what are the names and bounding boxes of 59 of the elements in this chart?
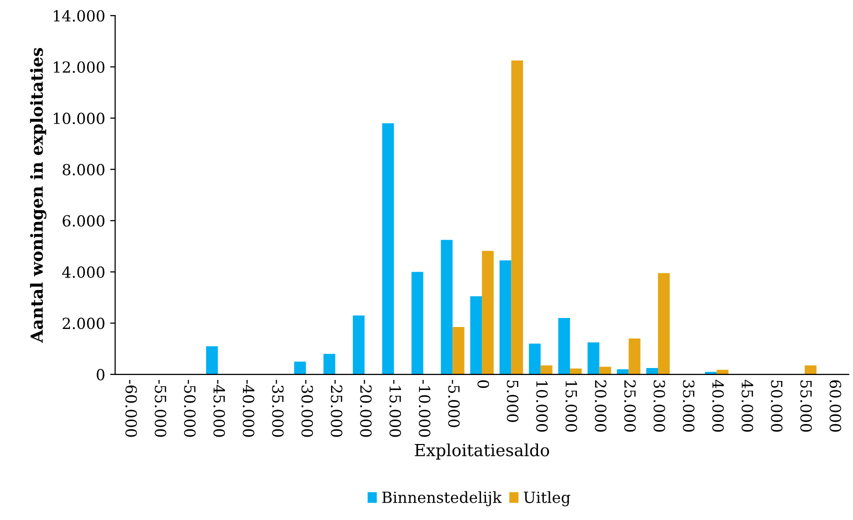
x-axis-title: Exploitatiesaldo <box>414 443 550 460</box>
bar <box>500 260 512 374</box>
x-tick-label: -40.000 <box>242 380 254 437</box>
x-tick-label: -30.000 <box>301 380 314 437</box>
bar <box>528 344 541 374</box>
x-tick-label: -45.000 <box>213 380 225 437</box>
y-tick-label: 2.000 <box>62 318 104 330</box>
x-tick-label: 60.000 <box>830 380 842 432</box>
x-tick-label: 40.000 <box>712 380 724 432</box>
bar <box>323 354 336 374</box>
bar <box>482 250 494 374</box>
bar <box>646 368 658 374</box>
bar <box>599 366 612 374</box>
x-tick-label: 45.000 <box>742 380 754 432</box>
bar <box>206 346 218 374</box>
x-tick-label: 30.000 <box>654 380 666 432</box>
y-tick-label: 10.000 <box>54 112 104 124</box>
bar <box>511 60 524 374</box>
bar <box>382 123 394 374</box>
x-tick-label: 20.000 <box>594 380 606 432</box>
x-tick-label: -25.000 <box>330 380 342 437</box>
x-tick-label: 0 <box>478 380 490 388</box>
x-tick-label: 5.000 <box>506 380 518 422</box>
bar <box>412 272 424 374</box>
x-tick-label: 55.000 <box>800 380 812 432</box>
y-tick-label: 14.000 <box>54 10 104 22</box>
bar <box>558 318 570 374</box>
legend-label: Uitleg <box>524 491 570 506</box>
x-tick-label: -10.000 <box>418 380 430 437</box>
bar <box>540 365 552 374</box>
x-tick-label: -50.000 <box>184 380 196 437</box>
bar <box>658 273 670 374</box>
bar <box>628 338 640 374</box>
y-tick-label: 6.000 <box>62 215 104 227</box>
x-tick-label: -15.000 <box>389 380 402 437</box>
bar <box>440 240 453 374</box>
y-tick-label: 0 <box>96 368 104 380</box>
x-tick-label: -60.000 <box>125 380 137 437</box>
bar <box>804 365 816 374</box>
x-tick-label: 15.000 <box>566 381 578 432</box>
y-tick-label: 8.000 <box>62 164 104 176</box>
x-tick-label: -35.000 <box>272 380 284 437</box>
x-tick-label: -55.000 <box>154 380 166 437</box>
y-tick-label: 12.000 <box>54 61 104 73</box>
bar <box>570 368 582 374</box>
bar <box>588 342 600 374</box>
x-tick-label: 50.000 <box>770 380 782 432</box>
x-tick-label: 35.000 <box>682 380 694 432</box>
x-tick-label: -20.000 <box>360 380 372 437</box>
legend-label: Binnenstedelijk <box>382 491 502 506</box>
bar <box>352 315 365 374</box>
bar <box>452 326 464 374</box>
bar <box>294 362 306 374</box>
bar <box>470 296 482 374</box>
y-axis-title: Aantal woningen in exploitaties <box>30 48 46 343</box>
x-tick-label: 10.000 <box>536 381 548 432</box>
x-tick-label: 25.000 <box>624 380 636 432</box>
y-tick-label: 4.000 <box>62 266 104 278</box>
x-tick-label: -5.000 <box>448 380 460 428</box>
